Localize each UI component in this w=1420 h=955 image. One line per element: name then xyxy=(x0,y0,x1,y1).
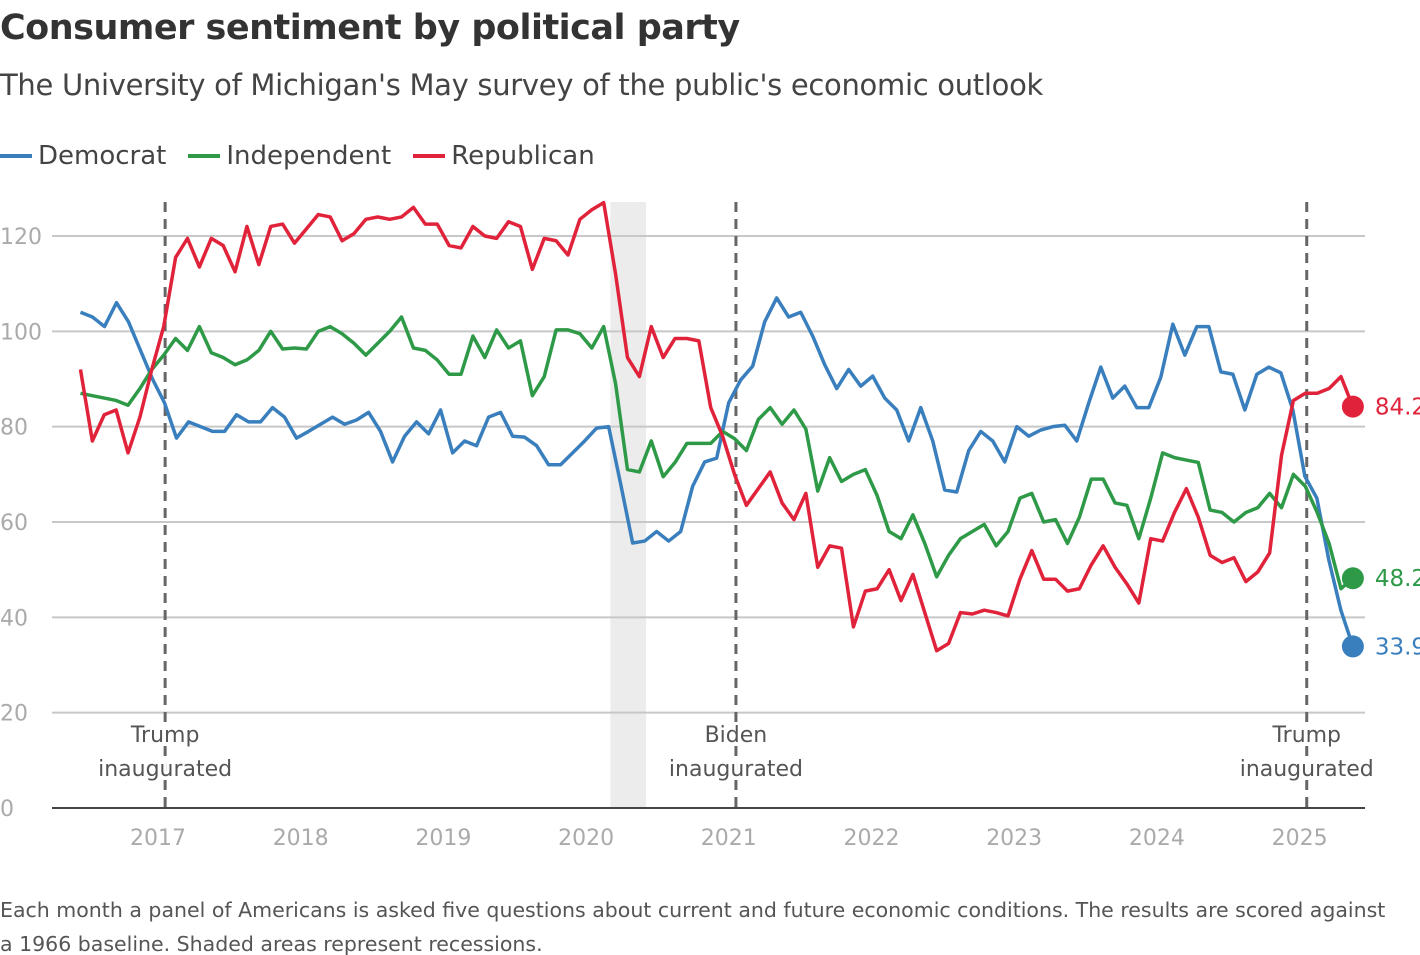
footer-line-1: Each month a panel of Americans is asked… xyxy=(0,898,1386,922)
event-label-line1: Biden xyxy=(705,723,768,748)
y-tick-label: 20 xyxy=(0,702,28,727)
y-tick-label: 80 xyxy=(0,416,28,441)
x-tick-label: 2025 xyxy=(1272,826,1328,851)
x-tick-label: 2021 xyxy=(701,826,757,851)
end-point-republican xyxy=(1341,395,1364,418)
series-line-democrat xyxy=(79,296,1355,647)
legend-item-republican: Republican xyxy=(413,141,595,171)
chart-subtitle: The University of Michigan's May survey … xyxy=(0,68,1044,102)
legend: Democrat Independent Republican xyxy=(0,141,595,171)
legend-swatch-democrat xyxy=(0,154,32,158)
y-tick-label: 60 xyxy=(0,511,28,536)
series-line-republican xyxy=(78,200,1355,653)
recession-shade xyxy=(610,202,647,808)
event-label-line2: inaugurated xyxy=(1240,757,1374,782)
x-tick-label: 2020 xyxy=(558,826,614,851)
legend-swatch-independent xyxy=(188,154,221,158)
end-point-democrat xyxy=(1341,635,1364,658)
event-label-line1: Trump xyxy=(1271,723,1341,748)
x-tick-label: 2022 xyxy=(844,826,900,851)
end-value-label-republican: 84.2 xyxy=(1375,395,1420,421)
y-tick-label: 120 xyxy=(0,225,42,250)
y-tick-label: 40 xyxy=(0,606,28,631)
event-label-line2: inaugurated xyxy=(98,757,232,782)
legend-label-republican: Republican xyxy=(451,141,595,171)
footer-note: Each month a panel of Americans is asked… xyxy=(0,893,1420,955)
x-tick-label: 2024 xyxy=(1129,826,1185,851)
end-value-label-independent: 48.2 xyxy=(1375,566,1420,592)
event-label-line2: inaugurated xyxy=(669,757,803,782)
legend-item-independent: Independent xyxy=(188,141,391,171)
y-tick-label: 0 xyxy=(0,797,14,822)
x-tick-label: 2023 xyxy=(986,826,1042,851)
chart-title: Consumer sentiment by political party xyxy=(0,8,740,48)
y-tick-label: 100 xyxy=(0,320,42,345)
end-point-independent xyxy=(1341,567,1364,590)
legend-item-democrat: Democrat xyxy=(0,141,166,171)
legend-label-democrat: Democrat xyxy=(38,141,167,171)
x-tick-label: 2017 xyxy=(130,826,186,851)
x-tick-label: 2019 xyxy=(415,826,471,851)
footer-line-2: a 1966 baseline. Shaded areas represent … xyxy=(0,932,543,955)
legend-swatch-republican xyxy=(413,154,446,158)
series-line-independent xyxy=(80,315,1355,591)
legend-label-independent: Independent xyxy=(226,141,392,171)
x-tick-label: 2018 xyxy=(273,826,329,851)
end-value-label-democrat: 33.9 xyxy=(1375,634,1420,660)
event-label-line1: Trump xyxy=(130,723,200,748)
